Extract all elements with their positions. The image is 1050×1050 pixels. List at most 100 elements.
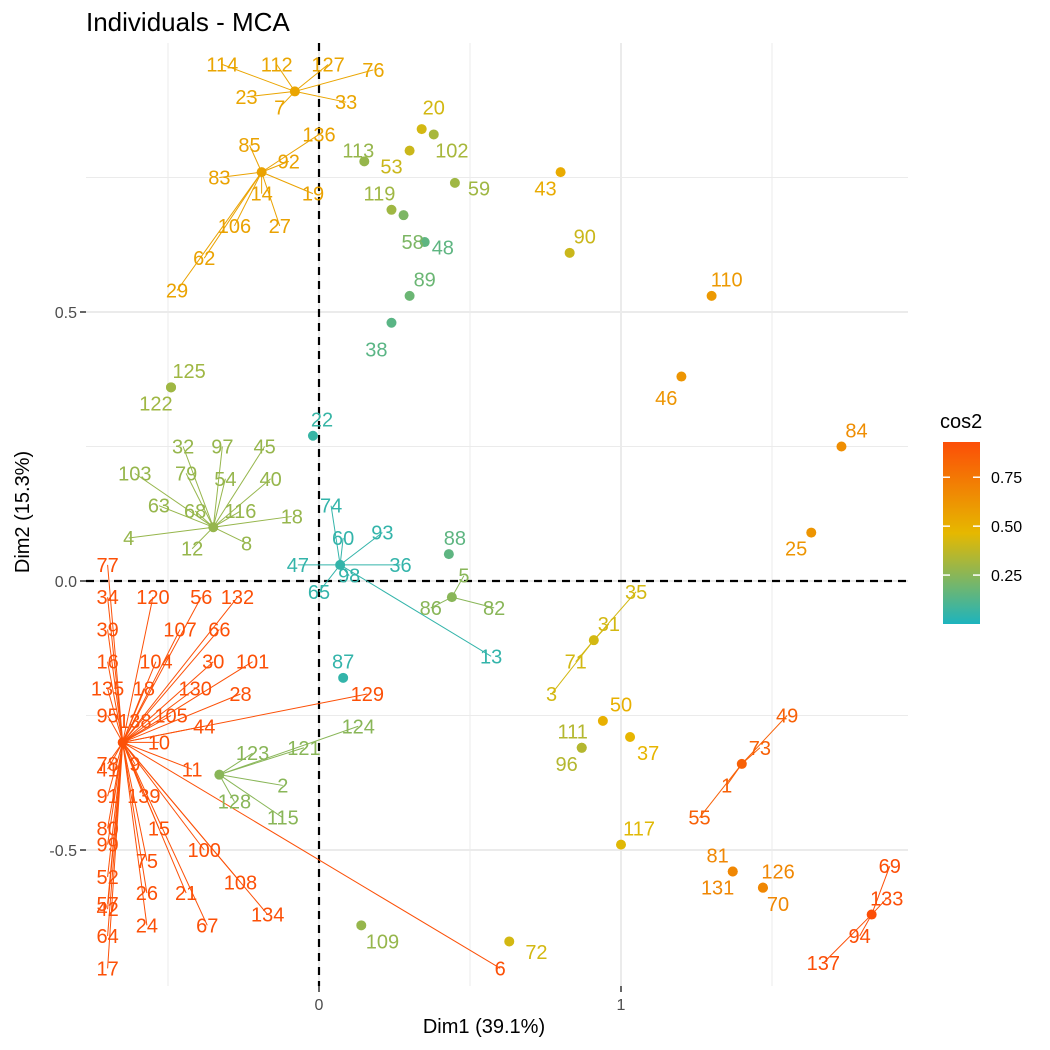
point-label: 6 [495, 958, 506, 980]
leader-line [822, 914, 873, 964]
point-label: 100 [188, 840, 221, 862]
leader-line [246, 90, 295, 98]
point-label: 45 [254, 437, 276, 459]
point-label: 26 [136, 883, 158, 905]
point-label: 11 [182, 759, 203, 781]
data-point [836, 441, 847, 452]
data-point [736, 758, 747, 769]
point-label: 60 [332, 528, 354, 550]
label-leader-lines [107, 64, 891, 969]
data-point [335, 559, 346, 570]
point-label: 24 [136, 915, 158, 937]
point-label: 62 [193, 248, 215, 270]
data-point [625, 732, 636, 743]
point-label: 32 [172, 437, 194, 459]
point-label: 41 [96, 759, 118, 781]
point-label: 76 [362, 60, 384, 82]
data-point [806, 527, 817, 538]
leader-line [219, 774, 283, 786]
point-label: 122 [139, 393, 172, 415]
point-label: 80 [96, 818, 118, 840]
point-label: 63 [148, 496, 170, 518]
leader-line [122, 661, 253, 743]
leader-line [107, 661, 124, 743]
leader-line [339, 564, 492, 657]
axes: 0 1 -0.5 0.0 0.5 [49, 305, 625, 1014]
point-label: 134 [251, 905, 284, 927]
point-label: 139 [127, 786, 160, 808]
data-point [446, 592, 457, 603]
point-label: 137 [807, 953, 840, 975]
point-label: 59 [468, 178, 490, 200]
point-label: 136 [302, 124, 335, 146]
data-point [338, 672, 349, 683]
y-tick-label: -0.5 [49, 843, 77, 860]
leader-line [107, 564, 124, 743]
leader-line [318, 564, 341, 593]
point-label: 131 [701, 878, 734, 900]
leader-line [261, 134, 320, 173]
point-label: 106 [218, 216, 251, 238]
leader-line [699, 763, 743, 819]
point-label: 74 [320, 496, 342, 518]
point-label: 15 [148, 818, 170, 840]
data-point [428, 129, 439, 140]
leader-line [276, 64, 296, 92]
point-label: 114 [206, 55, 238, 77]
y-tick-label: 0.0 [55, 574, 77, 591]
data-point [597, 715, 608, 726]
x-axis-title: Dim1 (39.1%) [423, 1016, 545, 1038]
point-label: 102 [435, 141, 468, 163]
point-label: 34 [96, 587, 118, 609]
leader-line [122, 742, 208, 926]
point-label: 73 [749, 738, 771, 760]
point-label: 3 [546, 684, 557, 706]
data-point [289, 86, 300, 97]
point-label: 18 [281, 506, 303, 528]
point-label: 129 [351, 684, 384, 706]
point-label: 117 [623, 818, 655, 840]
point-label: 75 [136, 851, 158, 873]
leader-line [218, 774, 235, 802]
point-label: 93 [371, 523, 393, 545]
y-axis-title: Dim2 (15.3%) [12, 451, 34, 573]
data-point [866, 909, 877, 920]
legend-ticks: 0.25 0.50 0.75 [943, 470, 1022, 585]
point-label: 52 [96, 867, 118, 889]
data-point [555, 167, 566, 178]
leader-line [107, 742, 124, 969]
data-point [706, 290, 717, 301]
point-label: 78 [96, 754, 118, 776]
leader-line [122, 597, 154, 743]
leader-line [122, 741, 501, 969]
data-point [416, 124, 427, 135]
data-point [504, 936, 515, 947]
leader-line [233, 171, 263, 227]
leader-line [122, 629, 220, 743]
legend-tick-label: 0.50 [991, 519, 1022, 536]
point-label: 31 [598, 614, 620, 636]
leader-line [261, 171, 314, 195]
legend-color-bar [943, 442, 980, 624]
point-label: 39 [96, 619, 118, 641]
data-point [676, 371, 687, 382]
leader-line [741, 715, 788, 765]
point-label: 56 [190, 587, 212, 609]
leader-line [212, 446, 223, 528]
point-label: 4 [123, 528, 134, 550]
leader-line [122, 742, 205, 851]
leader-line [122, 688, 145, 743]
point-label: 111 [557, 722, 587, 744]
point-label: 18 [133, 679, 155, 701]
leader-line [107, 688, 124, 743]
point-label: 44 [193, 716, 215, 738]
point-label: 99 [96, 835, 118, 857]
point-label: 86 [420, 598, 442, 620]
point-label: 19 [302, 184, 324, 206]
point-label: 42 [96, 899, 118, 921]
leader-line [213, 526, 247, 544]
legend-tick-label: 0.25 [991, 568, 1022, 585]
leader-line [122, 688, 196, 743]
data-point [307, 430, 318, 441]
